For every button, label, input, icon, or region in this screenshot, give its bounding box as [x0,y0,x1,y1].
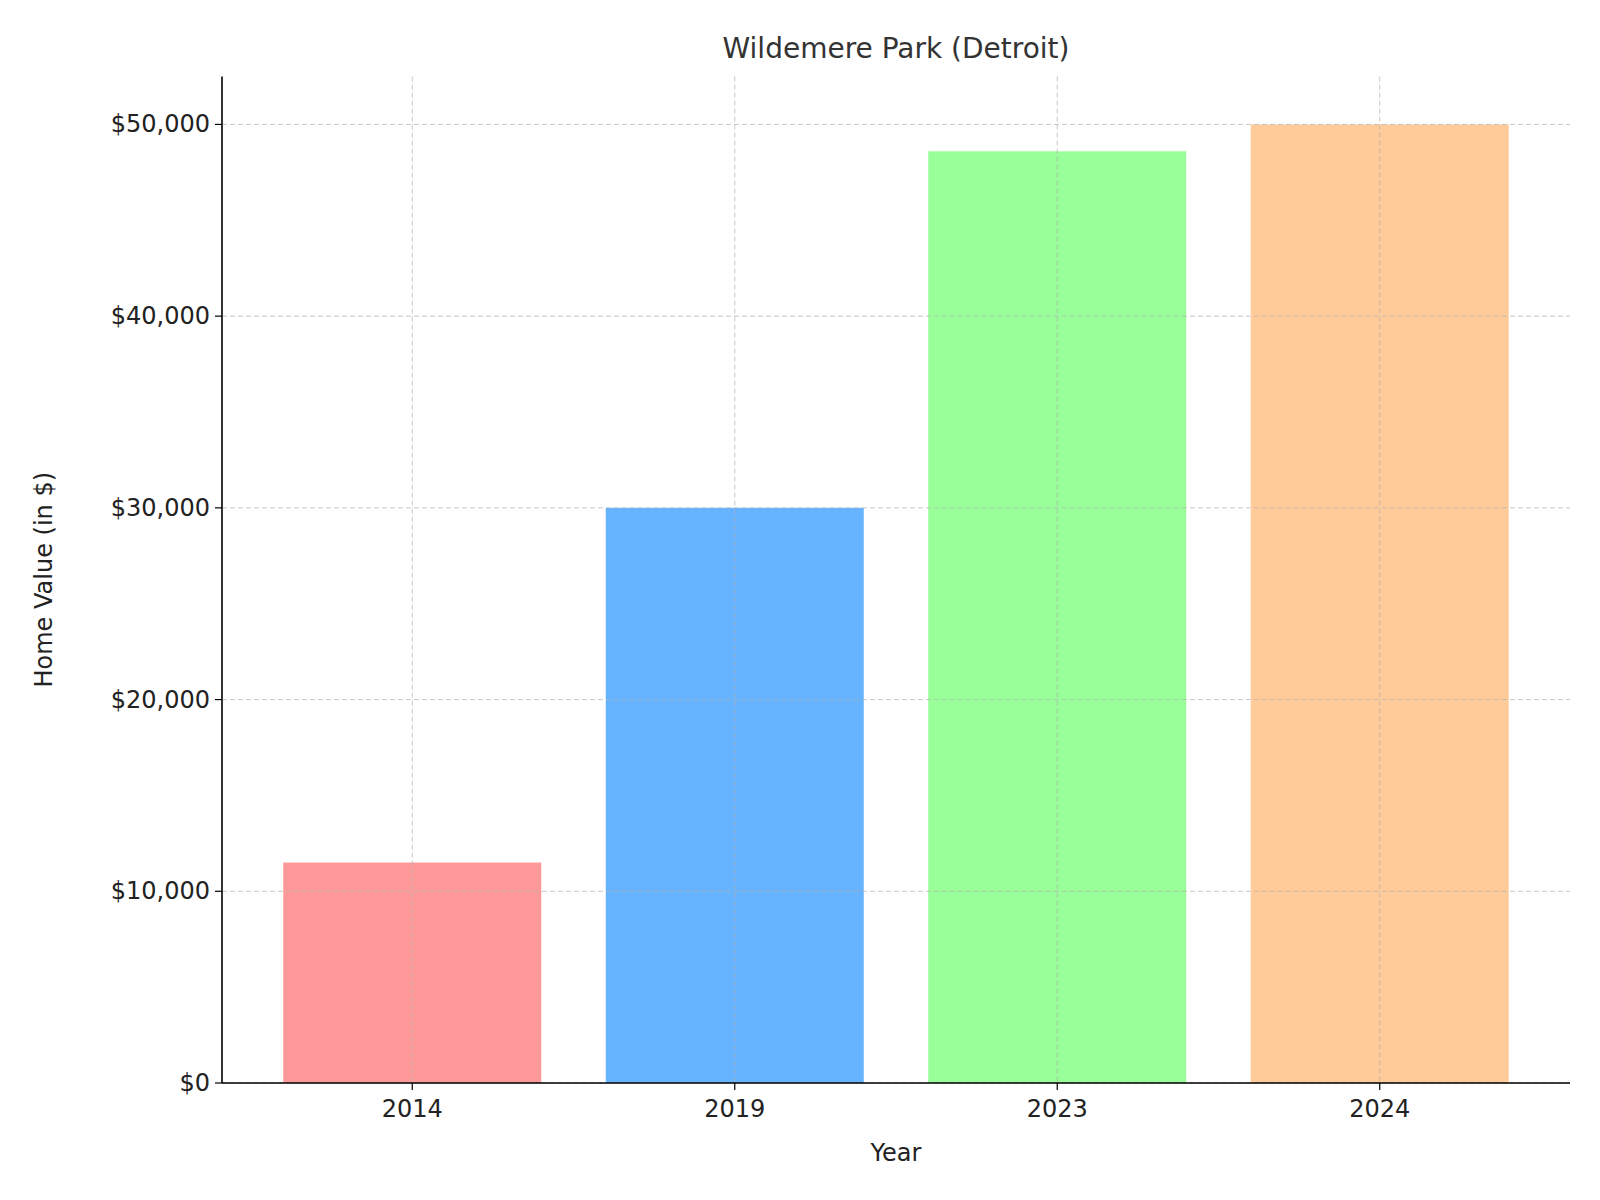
y-tick [215,316,222,317]
x-tick [734,1083,735,1090]
x-tick-label: 2024 [1349,1095,1410,1123]
y-tick-label: $20,000 [111,686,210,714]
grid [222,77,1570,1084]
y-tick-label: $50,000 [111,110,210,138]
x-axis-label: Year [870,1139,922,1167]
x-tick-label: 2014 [382,1095,443,1123]
y-tick-label: $10,000 [111,877,210,905]
y-axis-label: Home Value (in $) [30,472,58,688]
y-grid-line [222,124,1570,125]
x-tick-label: 2019 [704,1095,765,1123]
y-tick-label: $0 [179,1069,210,1097]
y-tick [215,507,222,508]
x-tick [412,1083,413,1090]
y-grid-line [222,699,1570,700]
y-tick [215,124,222,125]
y-axis-line [221,77,223,1084]
y-grid-line [222,316,1570,317]
x-grid-line [1379,77,1380,1084]
y-grid-line [222,1083,1570,1084]
y-tick [215,891,222,892]
y-tick [215,699,222,700]
chart-title: Wildemere Park (Detroit) [723,32,1070,65]
bars [283,124,1508,1083]
y-tick-label: $40,000 [111,302,210,330]
y-tick [215,1082,222,1083]
x-tick-label: 2023 [1027,1095,1088,1123]
y-tick-label: $30,000 [111,494,210,522]
chart-svg: $0 $10,000 $20,000 $30,000 $40,000 $50,000 201… [0,0,1600,1200]
chart-container: $0 $10,000 $20,000 $30,000 $40,000 $50,000 201… [0,0,1600,1200]
y-grid-line [222,891,1570,892]
bar [1251,124,1509,1083]
x-tick [1057,1083,1058,1090]
x-tick [1379,1083,1380,1090]
y-grid-line [222,507,1570,508]
x-grid-line [412,77,413,1084]
x-grid-line [734,77,735,1084]
x-axis-line [222,1082,1570,1084]
x-grid-line [1057,77,1058,1084]
